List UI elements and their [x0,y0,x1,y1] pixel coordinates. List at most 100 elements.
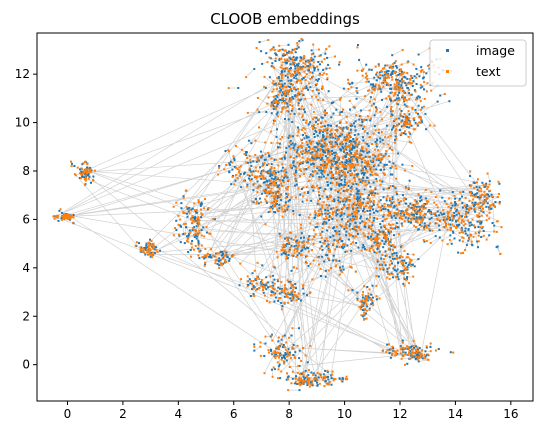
text-point [275,84,278,87]
text-point [265,191,268,194]
text-point [267,163,270,166]
image-point [360,306,363,308]
text-point [336,130,339,133]
text-point [347,203,350,206]
text-point [392,99,395,102]
text-point [385,77,388,79]
image-point [369,83,372,86]
image-point [345,230,348,233]
image-point [80,170,83,173]
image-point [268,154,270,157]
text-point [246,275,249,278]
text-point [276,77,279,79]
text-point [146,248,149,251]
text-point [317,214,319,217]
text-point [375,284,378,287]
image-point [338,177,341,180]
image-point [419,196,422,199]
text-point [395,102,398,105]
image-point [315,157,318,160]
text-point [361,70,364,72]
text-point [279,179,282,182]
image-point [335,178,338,180]
text-point [285,89,288,92]
text-point [203,235,206,238]
text-point [364,184,367,187]
text-point [353,197,356,200]
text-point [375,275,378,278]
image-point [259,172,262,175]
text-point [291,57,293,60]
image-point [329,133,332,136]
image-point [228,257,231,260]
text-point [178,233,180,236]
text-point [236,168,239,171]
image-point [284,175,287,178]
text-point [361,146,363,149]
text-point [403,353,406,356]
text-point [392,223,395,226]
image-point [460,215,463,218]
text-point [276,278,279,281]
text-point [331,175,334,178]
image-point [404,82,407,84]
text-point [487,186,490,188]
text-point [193,220,196,223]
image-point [280,199,283,202]
text-point [308,377,311,380]
image-point [376,233,379,236]
text-point [351,218,354,220]
image-point [466,234,469,237]
image-point [479,196,482,199]
image-point [407,217,410,220]
image-point [467,229,470,231]
image-point [410,124,413,127]
text-point [277,209,280,212]
text-point [274,201,277,204]
image-point [144,248,147,251]
text-point [65,216,67,219]
text-point [357,157,360,160]
image-point [480,236,483,238]
text-point [203,264,206,267]
image-point [83,173,86,176]
text-point [468,238,470,241]
image-point [392,267,395,270]
image-point [271,101,274,104]
image-point [233,159,236,162]
image-point [191,207,194,210]
text-point [358,124,361,127]
image-point [298,357,301,360]
image-point [343,178,346,181]
text-point [314,170,317,173]
image-point [372,203,375,206]
image-point [331,153,334,156]
text-point [375,243,378,246]
text-point [195,230,198,233]
text-point [383,205,386,208]
text-point [278,91,281,94]
text-point [472,203,475,205]
image-point [301,249,304,252]
text-point [350,142,353,145]
text-point [299,384,302,387]
image-point [331,150,333,153]
image-point [386,343,389,346]
text-point [357,226,360,229]
text-point [246,111,249,114]
text-point [324,129,327,132]
text-point [435,349,437,352]
text-point [488,208,491,211]
text-point [380,131,383,133]
text-point [208,232,211,235]
image-point [396,275,399,278]
text-point [389,211,392,213]
text-point [411,217,414,220]
text-point [475,203,478,205]
text-point [382,172,385,175]
text-point [393,350,396,353]
image-point [246,283,249,286]
image-point [337,196,340,199]
text-point [372,168,375,171]
image-point [287,51,290,54]
